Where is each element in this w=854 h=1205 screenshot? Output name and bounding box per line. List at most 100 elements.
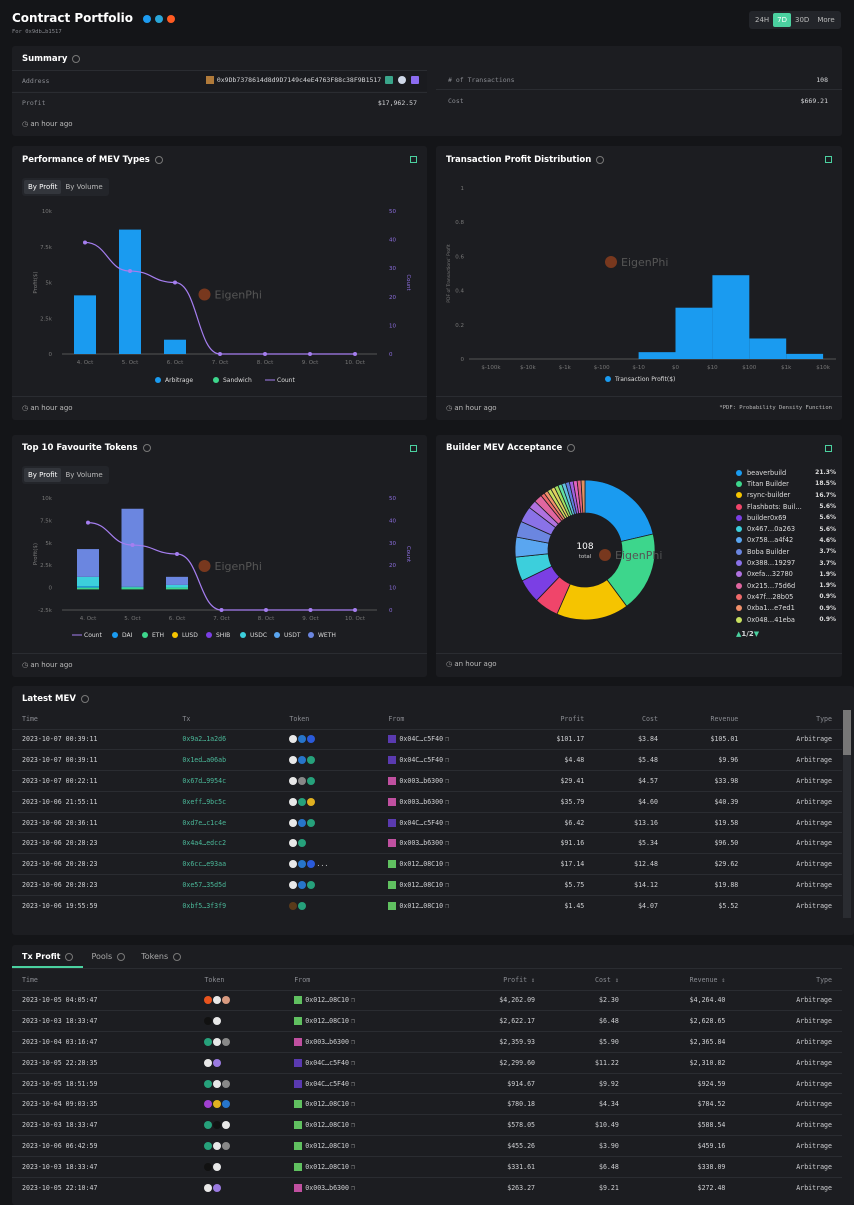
legend-item[interactable]: 0x048…41eba 0.9% [736,614,836,625]
legend-item[interactable]: 0xefa…32780 1.9% [736,569,836,580]
from-address[interactable]: 0x04C…c5F40 [305,1058,349,1067]
copy-icon[interactable]: ❐ [445,902,450,911]
copy-icon[interactable]: ❐ [445,756,450,765]
expand-icon[interactable] [825,156,832,163]
copy-icon[interactable]: ❐ [350,1162,355,1171]
legend-item[interactable]: 0x215…75d6d 1.9% [736,580,836,591]
scrollbar[interactable] [843,710,851,918]
by-profit-tab[interactable]: By Profit [24,468,62,482]
sort-icon[interactable]: ⇕ [610,975,619,984]
range-24h[interactable]: 24H [755,16,770,24]
copy-icon[interactable]: ❐ [350,996,355,1005]
copy-icon[interactable]: ❐ [445,818,450,827]
legend-item[interactable]: rsync-builder 16.7% [736,490,836,501]
copy-icon[interactable]: ❐ [350,1183,355,1192]
from-address[interactable]: 0x04C…c5F40 [305,1079,349,1088]
from-address[interactable]: 0x012…08C10 [399,880,444,889]
table-row[interactable]: 2023-10-03 18:33:47 0x012…08C10 ❐ $578.05 $1… [12,1114,842,1136]
info-icon[interactable] [72,54,81,63]
table-row[interactable]: 2023-10-06 19:55:59 0xbf5…3f3f9 0x012…08C1… [12,894,842,917]
telegram-icon[interactable] [155,14,164,23]
tx-link[interactable]: 0x1ed…a06ab [172,749,280,771]
table-row[interactable]: 2023-10-07 00:39:11 0x1ed…a06ab 0x04C…c5F4… [12,749,842,771]
from-address[interactable]: 0x003…b6300 [305,1183,349,1192]
tx-link[interactable]: 0x9a2…1a2d6 [172,728,280,750]
tx-link[interactable]: 0x4a4…edcc2 [172,832,280,854]
expand-icon[interactable] [410,445,417,452]
tx-link[interactable]: 0x67d…9954c [172,770,280,792]
page-up-icon[interactable]: ▲ [736,630,742,638]
table-row[interactable]: 2023-10-03 18:33:47 0x012…08C10 ❐ $331.61 $6… [12,1155,842,1178]
legend-item[interactable]: 0x47f…28b05 0.9% [736,591,836,602]
copy-icon[interactable]: ❐ [350,1058,355,1067]
sort-icon[interactable]: ⇕ [527,975,536,984]
from-address[interactable]: 0x003…b6300 [399,776,444,785]
from-address[interactable]: 0x04C…c5F40 [399,818,444,827]
column-header[interactable]: Profit ⇕ [503,975,536,984]
table-row[interactable]: 2023-10-05 22:28:35 0x04C…c5F40 ❐ $2,299.60… [12,1051,842,1074]
tx-link[interactable]: 0xeff…9bc5c [172,790,280,813]
info-icon[interactable] [142,443,151,452]
from-address[interactable]: 0x012…08C10 [305,1100,349,1109]
table-row[interactable]: 2023-10-06 06:42:59 0x012…08C10 ❐ $455.26 $3… [12,1135,842,1157]
copy-icon[interactable]: ❐ [445,797,450,806]
copy-icon[interactable]: ❐ [445,880,450,889]
from-address[interactable]: 0x012…08C10 [305,996,349,1005]
by-profit-tab[interactable]: By Profit [24,180,62,194]
range-30d[interactable]: 30D [795,16,810,24]
from-address[interactable]: 0x012…08C10 [305,1121,349,1130]
by-volume-tab[interactable]: By Volume [65,183,103,191]
table-row[interactable]: 2023-10-03 18:33:47 0x012…08C10 ❐ $2,622.17… [12,1010,842,1032]
legend-item[interactable]: Boba Builder 3.7% [736,546,836,557]
from-address[interactable]: 0x04C…c5F40 [399,756,444,765]
copy-icon[interactable]: ❐ [445,839,450,848]
copy-icon[interactable]: ❐ [350,1121,355,1130]
from-address[interactable]: 0x003…b6300 [399,839,444,848]
page-down-icon[interactable]: ▼ [753,630,760,638]
by-volume-tab[interactable]: By Volume [65,471,103,479]
tx-link[interactable]: 0xbf5…3f3f9 [172,894,280,917]
table-row[interactable]: 2023-10-06 20:28:23 0x6cc…e93aa... 0x012…0… [12,853,842,875]
copy-icon[interactable]: ❐ [445,776,450,785]
table-row[interactable]: 2023-10-06 21:55:11 0xeff…9bc5c 0x003…b630… [12,790,842,813]
reddit-icon[interactable] [167,14,176,23]
table-row[interactable]: 2023-10-04 03:16:47 0x003…b6300 ❐ $2,359.93… [12,1031,842,1053]
table-row[interactable]: 2023-10-06 20:36:11 0xd7e…c1c4e 0x04C…c5F4… [12,811,842,833]
range-7d[interactable]: 7D [773,13,792,27]
column-header[interactable]: Cost ⇕ [594,975,619,984]
legend-item[interactable]: Titan Builder 18.5% [736,478,836,489]
twitter-icon[interactable] [143,14,152,23]
expand-icon[interactable] [825,445,832,452]
table-row[interactable]: 2023-10-05 18:51:59 0x04C…c5F40 ❐ $914.67 $9… [12,1072,842,1094]
table-row[interactable]: 2023-10-06 20:28:23 0x4a4…edcc2 0x003…b630… [12,832,842,854]
info-icon[interactable] [80,694,89,703]
from-address[interactable]: 0x003…b6300 [399,797,444,806]
tab-pools[interactable]: Pools [83,945,133,968]
tab-tx-profit[interactable]: Tx Profit [12,945,84,968]
tx-link[interactable]: 0xe57…35d5d [172,874,280,896]
copy-icon[interactable]: ❐ [350,1141,355,1150]
phalcon-icon[interactable] [411,76,419,84]
info-icon[interactable] [596,155,605,164]
address-text[interactable]: 0x9Db7378614d8d9D7149c4eE4763F88c38F9B15… [216,76,382,84]
info-icon[interactable] [154,155,163,164]
from-address[interactable]: 0x012…08C10 [305,1162,349,1171]
table-row[interactable]: 2023-10-04 09:03:35 0x012…08C10 ❐ $780.18 $4… [12,1093,842,1115]
legend-item[interactable]: 0x467…0a263 5.6% [736,523,836,534]
table-row[interactable]: 2023-10-06 20:28:23 0xe57…35d5d 0x012…08C1… [12,874,842,896]
tab-tokens[interactable]: Tokens [133,945,189,968]
from-address[interactable]: 0x003…b6300 [305,1037,349,1046]
copy-icon[interactable] [385,76,394,84]
from-address[interactable]: 0x012…08C10 [305,1017,349,1026]
legend-item[interactable]: 0xba1…e7ed1 0.9% [736,603,836,614]
from-address[interactable]: 0x012…08C10 [305,1141,349,1150]
expand-icon[interactable] [410,156,417,163]
legend-item[interactable]: Flashbots: Buil… 5.6% [736,501,836,512]
legend-item[interactable]: 0x758…a4f42 4.6% [736,535,836,546]
info-icon[interactable] [567,443,576,452]
sort-icon[interactable]: ⇕ [717,975,726,984]
copy-icon[interactable]: ❐ [350,1017,355,1026]
from-address[interactable]: 0x04C…c5F40 [399,735,444,744]
from-address[interactable]: 0x012…08C10 [399,860,444,869]
copy-icon[interactable]: ❐ [350,1037,355,1046]
